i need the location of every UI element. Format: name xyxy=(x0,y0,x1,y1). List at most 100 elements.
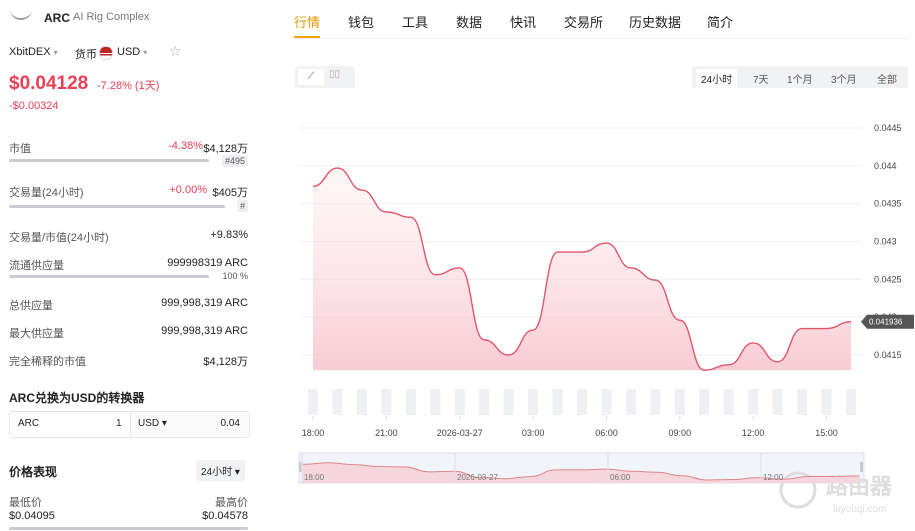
exchange-name: XbitDEX xyxy=(9,46,51,58)
volume-bar xyxy=(552,389,563,415)
stat-value: 999998319 ARC xyxy=(167,257,248,269)
y-tick-label: 0.0435 xyxy=(874,199,902,209)
stat-change: +0.00% xyxy=(169,184,207,196)
low-label: 最低价 xyxy=(9,497,42,509)
volume-bar xyxy=(503,389,514,415)
stat-value: $405万 xyxy=(212,187,248,199)
stat-badge: # xyxy=(236,200,248,212)
range-button[interactable]: 1个月 xyxy=(787,75,813,86)
tab[interactable]: 钱包 xyxy=(348,15,375,30)
price: $0.04128 xyxy=(9,73,89,94)
stat-label: 交易量(24小时) xyxy=(9,187,84,199)
x-tick-label: 18:00 xyxy=(302,428,325,438)
price-change: -7.28% (1天) xyxy=(97,80,160,92)
x-tick-label: 03:00 xyxy=(522,428,545,438)
range-button[interactable]: 全部 xyxy=(877,75,897,86)
x-tick-label: 15:00 xyxy=(815,428,838,438)
performance-title: 价格表现 xyxy=(9,465,58,479)
navigator-label: 2026-03-27 xyxy=(457,473,498,482)
navigator-handle[interactable] xyxy=(299,462,302,472)
range-button[interactable]: 24小时 xyxy=(696,69,738,88)
range-selector: 24小时 7天 1个月 3个月 全部 xyxy=(692,66,908,88)
volume-bar xyxy=(308,389,318,415)
high-value: $0.04578 xyxy=(202,510,248,522)
area xyxy=(313,168,851,371)
volume-bar xyxy=(650,389,661,415)
tab[interactable]: 交易所 xyxy=(564,15,604,30)
navigator-label: 06:00 xyxy=(610,473,631,482)
coin-name: AI Rig Complex xyxy=(73,11,150,23)
stat-change: -4.38% xyxy=(168,140,203,152)
volume-bar xyxy=(479,389,490,415)
performance-range[interactable]: 24小时 ▾ xyxy=(196,460,245,481)
line-button[interactable]: ⟋ xyxy=(298,69,324,85)
navigator-line xyxy=(302,462,860,481)
volume-bar xyxy=(723,389,734,415)
navigator-label: 12:00 xyxy=(763,473,784,482)
stat-label: 完全稀释的市值 xyxy=(9,356,86,368)
price-change-abs: -$0.00324 xyxy=(9,100,59,112)
stat-label: 最大供应量 xyxy=(9,328,64,340)
volume-bar xyxy=(577,389,587,415)
volume-bar xyxy=(625,389,636,415)
y-tick-label: 0.0415 xyxy=(874,350,902,360)
volume-bar xyxy=(772,389,783,415)
range-button[interactable]: 7天 xyxy=(753,75,769,86)
tab[interactable]: 简介 xyxy=(707,15,734,30)
stat-badge: #495 xyxy=(221,155,248,167)
low-value: $0.04095 xyxy=(9,510,55,522)
range-button[interactable]: 3个月 xyxy=(831,75,857,86)
tab[interactable]: 行情 xyxy=(294,15,321,30)
y-tick-label: 0.043 xyxy=(874,237,897,247)
coin-symbol: ARC xyxy=(44,11,70,25)
tab-divider xyxy=(294,38,908,39)
price-line xyxy=(312,167,852,371)
tab[interactable]: 数据 xyxy=(456,15,483,30)
volume-bar xyxy=(674,389,685,415)
currency[interactable]: USD ▾ xyxy=(117,46,148,58)
watermark-icon xyxy=(779,471,817,509)
volume-bar xyxy=(699,389,710,415)
tab[interactable]: 快讯 xyxy=(510,15,537,30)
progress xyxy=(9,527,248,530)
converter-amount[interactable]: 1 xyxy=(116,418,122,429)
volume-bar xyxy=(356,389,367,415)
candle-button[interactable]: ▯▯ xyxy=(329,69,341,80)
stat-label: 流通供应量 xyxy=(9,260,64,272)
converter-from: ARC xyxy=(18,418,40,429)
volume-bar xyxy=(846,389,856,415)
stat-label: 市值 xyxy=(9,143,31,155)
navigator-area xyxy=(303,462,859,483)
currency-name: USD xyxy=(117,46,141,58)
x-tick-label: 09:00 xyxy=(669,428,692,438)
stat-label: 交易量/市值(24小时) xyxy=(9,232,109,244)
current-price-label: 0.041936 xyxy=(869,318,903,327)
currency-label: 货币 xyxy=(75,49,97,61)
stat-badge: 100 % xyxy=(222,271,248,281)
progress xyxy=(9,159,209,162)
tab-indicator xyxy=(294,36,320,38)
stat-value: +9.83% xyxy=(210,229,248,241)
volume-bar xyxy=(430,389,441,415)
volume-bar xyxy=(797,389,808,415)
tab[interactable]: 历史数据 xyxy=(629,15,682,30)
volume-bar xyxy=(601,389,612,415)
x-tick-label: 2026-03-27 xyxy=(437,428,483,438)
progress xyxy=(9,275,209,278)
volume-bar xyxy=(748,389,759,415)
converter: ARC 1 USD ▾ 0.04 xyxy=(9,411,250,438)
exchange[interactable]: XbitDEX ▾ xyxy=(9,46,58,58)
stat-label: 总供应量 xyxy=(9,300,53,312)
logo xyxy=(10,8,32,20)
volume-bar xyxy=(405,389,416,415)
navigator-handle[interactable] xyxy=(860,462,863,472)
converter-to[interactable]: USD ▾ xyxy=(138,418,167,429)
tab[interactable]: 工具 xyxy=(402,15,429,30)
chart-type-toggle: ⟋ ▯▯ xyxy=(295,66,355,88)
star[interactable]: ☆ xyxy=(169,43,182,59)
x-tick-label: 21:00 xyxy=(375,428,398,438)
stat-value: 999,998,319 ARC xyxy=(161,297,248,309)
y-tick-label: 0.0445 xyxy=(874,123,902,133)
